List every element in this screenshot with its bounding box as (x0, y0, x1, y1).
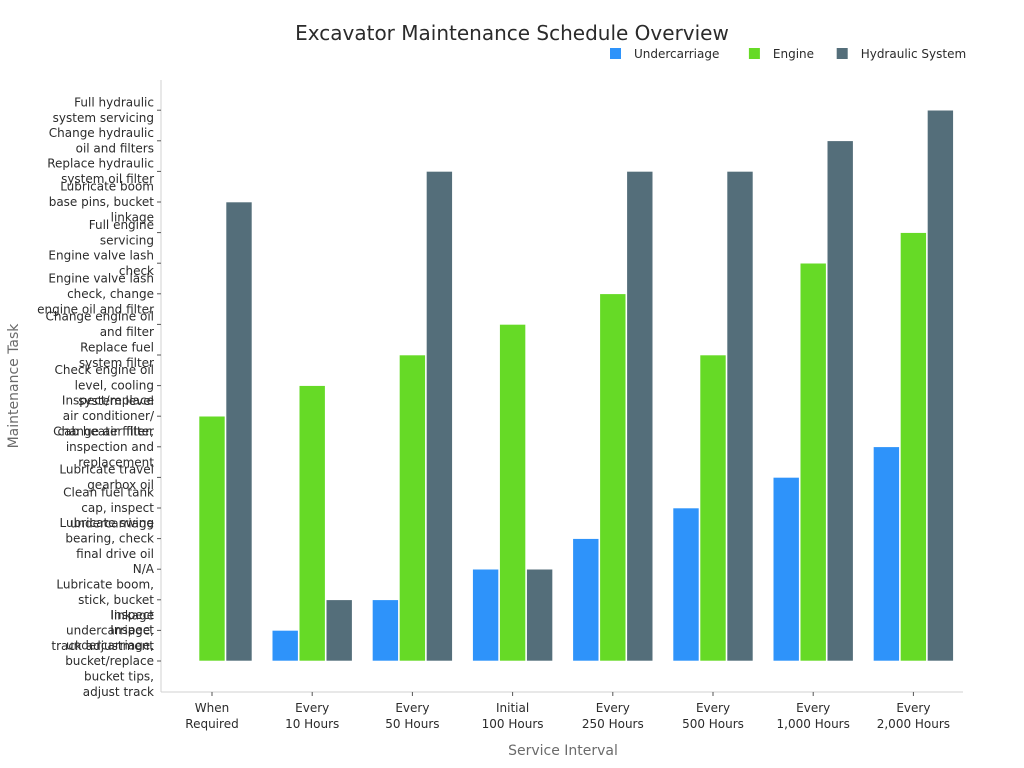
bar-undercarriage-2 (372, 599, 399, 662)
x-tick-label-2: Every 50 Hours (385, 701, 439, 731)
y-tick-label-5: Clean fuel tank cap, inspect undercarriage (63, 486, 154, 531)
bar-undercarriage-4 (572, 538, 600, 662)
bar-hydraulic-system-2 (426, 171, 453, 662)
bar-engine-2 (399, 354, 426, 662)
y-tick-label-16: Replace hydraulic system oil filter (47, 157, 154, 187)
bar-hydraulic-system-3 (526, 568, 553, 662)
y-tick-label-12: Engine valve lash check, change engine oil… (37, 271, 154, 316)
y-tick-label-13: Engine valve lash check (48, 248, 154, 278)
y-tick-label-14: Full engine servicing (89, 218, 154, 248)
y-tick-label-0: Inspect undercarriage, bucket/replace bucke… (65, 623, 154, 699)
bar-undercarriage-5 (672, 507, 700, 662)
y-tick-label-15: Lubricate boom base pins, bucket linkage (49, 180, 155, 225)
y-tick-label-1: Inspect undercarriage, track adjustment (51, 608, 154, 653)
x-axis-title: Service Interval (508, 743, 618, 759)
y-tick-label-4: Lubricate swing bearing, check final drive… (60, 516, 155, 561)
x-tick-label-7: Every 2,000 Hours (877, 701, 950, 731)
bar-undercarriage-1 (271, 630, 299, 662)
x-tick-label-0: When Required (185, 701, 238, 731)
y-tick-label-6: Lubricate travel gearbox oil (59, 463, 154, 493)
legend-swatch-engine (748, 48, 760, 59)
legend-swatch-hydraulic-system (836, 48, 848, 59)
bar-hydraulic-system-5 (726, 171, 754, 662)
bar-undercarriage-6 (772, 477, 800, 662)
bar-hydraulic-system-1 (325, 599, 353, 662)
bar-engine-4 (599, 293, 627, 662)
bar-engine-3 (499, 324, 526, 662)
bar-engine-1 (298, 385, 326, 662)
y-tick-label-10: Replace fuel system filter (79, 340, 154, 370)
x-ticks: When Required Every 10 Hours Every 50 Hours In… (185, 692, 950, 731)
x-tick-label-1: Every 10 Hours (285, 701, 339, 731)
bar-engine-5 (699, 354, 727, 662)
chart-title: Excavator Maintenance Schedule Overview (295, 21, 729, 45)
y-axis-title: Maintenance Task (6, 323, 22, 449)
legend-label-engine: Engine (773, 47, 814, 61)
bar-undercarriage-3 (472, 568, 499, 662)
legend: Undercarriage Engine Hydraulic System (610, 47, 966, 61)
y-tick-label-9: Check engine oil level, cooling system lev… (55, 363, 154, 408)
y-tick-label-7: Change air filter, inspection and replacem… (53, 424, 154, 469)
bar-undercarriage-7 (873, 446, 900, 662)
bar-hydraulic-system-7 (927, 109, 954, 662)
legend-label-hydraulic-system: Hydraulic System (861, 47, 966, 61)
legend-label-undercarriage: Undercarriage (634, 47, 719, 61)
x-tick-label-5: Every 500 Hours (682, 701, 744, 731)
bar-hydraulic-system-4 (626, 171, 654, 662)
bar-hydraulic-system-0 (225, 201, 253, 662)
x-tick-label-6: Every 1,000 Hours (777, 701, 850, 731)
bar-engine-0 (198, 415, 226, 662)
x-tick-label-4: Every 250 Hours (582, 701, 644, 731)
y-ticks: Inspect undercarriage, bucket/replace bucke… (37, 95, 161, 699)
y-tick-label-18: Full hydraulic system servicing (53, 95, 154, 125)
y-tick-label-11: Change engine oil and filter (45, 310, 154, 340)
legend-swatch-undercarriage (610, 48, 621, 59)
x-tick-label-3: Initial 100 Hours (482, 701, 544, 731)
y-tick-label-2: Lubricate boom, stick, bucket linkage (56, 577, 154, 622)
bars (198, 109, 954, 662)
bar-hydraulic-system-6 (826, 140, 854, 662)
y-tick-label-3: N/A (133, 562, 155, 576)
y-tick-label-17: Change hydraulic oil and filters (49, 126, 154, 156)
y-tick-label-8: Inspect/replace air conditioner/cab heate… (58, 394, 155, 439)
bar-engine-7 (900, 232, 927, 662)
bar-engine-6 (799, 262, 827, 662)
